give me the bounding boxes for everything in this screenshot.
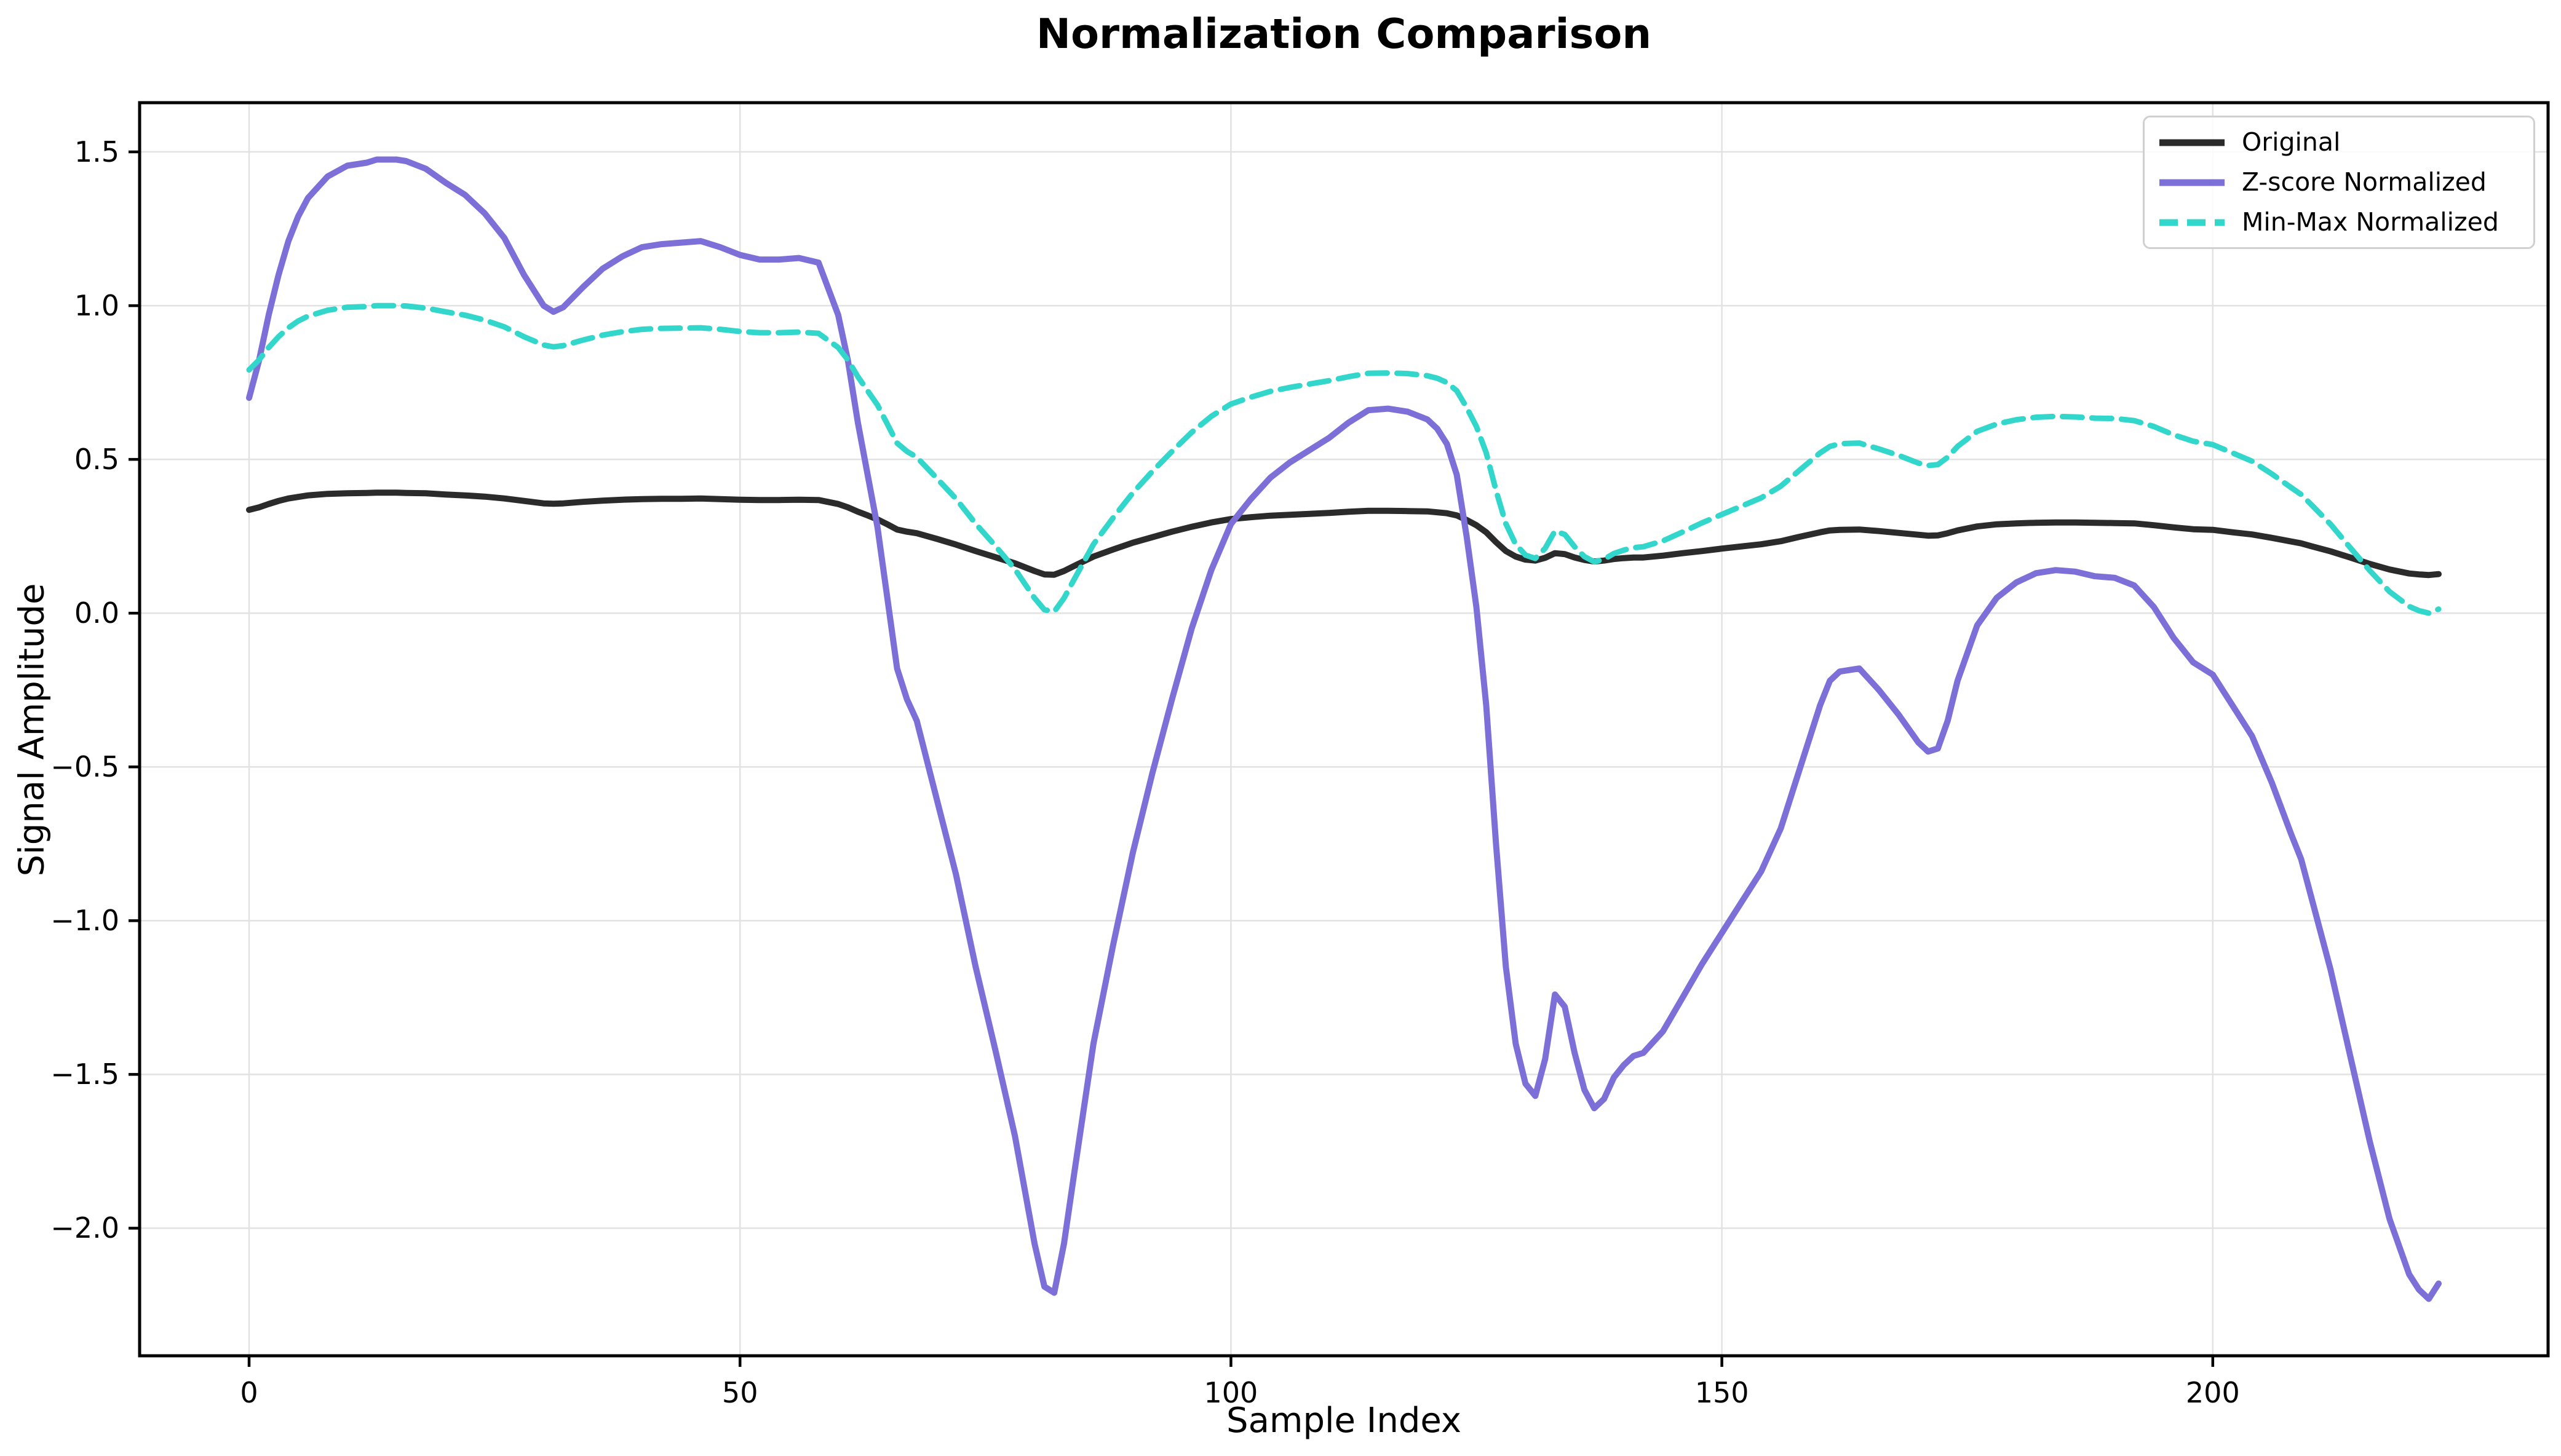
y-tick-label: −1.5 <box>50 1058 119 1091</box>
legend-label: Z-score Normalized <box>2242 167 2487 197</box>
y-tick-label: −2.0 <box>50 1211 119 1245</box>
series-line-0 <box>246 489 2442 579</box>
y-tick-label: 1.5 <box>74 135 119 169</box>
y-tick-label: 1.0 <box>74 289 119 323</box>
legend: Original Z-score Normalized Min-Max Normal… <box>2143 116 2535 249</box>
chart-title: Normalization Comparison <box>1036 10 1652 58</box>
series-line-2 <box>246 303 2442 616</box>
y-tick-label: 0.5 <box>74 443 119 477</box>
x-tick-label: 0 <box>240 1376 258 1409</box>
legend-item: Original <box>2145 123 2533 162</box>
x-tick-label: 200 <box>2185 1376 2240 1409</box>
legend-line-sample <box>2159 219 2225 226</box>
x-tick-label: 100 <box>1204 1376 1258 1409</box>
x-axis-label: Sample Index <box>1226 1401 1461 1441</box>
plot-spines <box>138 101 2550 1358</box>
y-tick-label: −1.0 <box>50 904 119 938</box>
y-tick-label: 0.0 <box>74 596 119 630</box>
legend-item: Min-Max Normalized <box>2145 203 2533 242</box>
x-tick-label: 50 <box>721 1376 758 1409</box>
y-tick-label: −0.5 <box>50 750 119 784</box>
x-tick-label: 150 <box>1694 1376 1749 1409</box>
legend-line-sample <box>2159 179 2225 186</box>
legend-item: Z-score Normalized <box>2145 163 2533 202</box>
series-line-1 <box>246 156 2442 1302</box>
legend-line-sample <box>2159 139 2225 146</box>
legend-label: Original <box>2242 127 2341 157</box>
legend-label: Min-Max Normalized <box>2242 207 2499 237</box>
